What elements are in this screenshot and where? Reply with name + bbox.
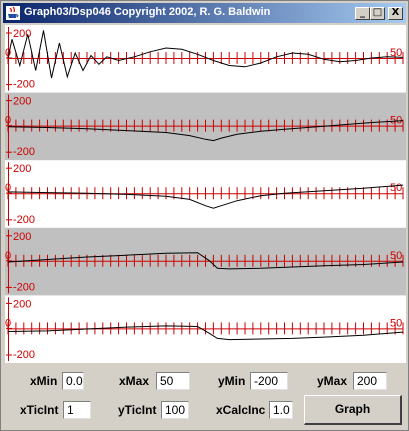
xcalcinc-field[interactable]: 1.0 [269, 401, 293, 419]
y-min-label: -200 [13, 146, 35, 158]
data-curve-5 [7, 325, 404, 341]
ymax-field[interactable]: 200 [353, 372, 387, 390]
data-curve-2 [7, 120, 404, 142]
x-max-label: 50 [390, 182, 402, 194]
y-min-label: -200 [13, 214, 35, 226]
y-max-label: 200 [13, 163, 31, 175]
yticint-field[interactable]: 100 [161, 401, 189, 419]
x-origin-label: 0 [5, 115, 11, 127]
x-origin-label: 0 [5, 317, 11, 329]
ymin-label: yMin [218, 374, 246, 388]
minimize-button[interactable]: _ [355, 7, 370, 20]
data-curve-4 [7, 252, 404, 270]
y-max-label: 200 [13, 298, 31, 310]
xcalcinc-label: xCalcInc [216, 403, 266, 417]
xmax-field[interactable]: 50 [156, 372, 190, 390]
ymax-label: yMax [317, 374, 348, 388]
control-panel: xMin 0.0 xMax 50 yMin -200 yMax 200 xTic… [5, 364, 406, 428]
x-origin-label: 0 [5, 47, 11, 59]
x-max-label: 50 [390, 317, 402, 329]
x-origin-label: 0 [5, 182, 11, 194]
y-min-label: -200 [13, 349, 35, 361]
graph-button[interactable]: Graph [304, 395, 402, 425]
y-min-label: -200 [13, 79, 35, 91]
close-button[interactable]: X [388, 7, 403, 20]
plots-area: 200 -200 0 50 200 -200 0 50 200 -200 0 50 200 -200 0 50… [5, 25, 406, 363]
ymin-field[interactable]: -200 [250, 372, 288, 390]
y-max-label: 200 [13, 96, 31, 108]
xmin-field[interactable]: 0.0 [62, 372, 84, 390]
x-origin-label: 0 [5, 250, 11, 262]
x-max-label: 50 [390, 250, 402, 262]
xmin-label: xMin [30, 374, 58, 388]
java-cup-icon [6, 6, 20, 20]
data-curve-3 [7, 184, 404, 209]
yticint-label: yTicInt [118, 403, 157, 417]
title-bar[interactable]: Graph03/Dsp046 Copyright 2002, R. G. Bal… [3, 3, 406, 23]
xmax-label: xMax [119, 374, 150, 388]
x-max-label: 50 [390, 47, 402, 59]
data-curve-1 [7, 30, 404, 79]
xticint-label: xTicInt [20, 403, 59, 417]
window-title: Graph03/Dsp046 Copyright 2002, R. G. Bal… [24, 6, 271, 18]
y-max-label: 200 [13, 231, 31, 243]
maximize-button[interactable]: □ [370, 7, 385, 20]
xticint-field[interactable]: 1 [63, 401, 91, 419]
y-min-label: -200 [13, 281, 35, 293]
